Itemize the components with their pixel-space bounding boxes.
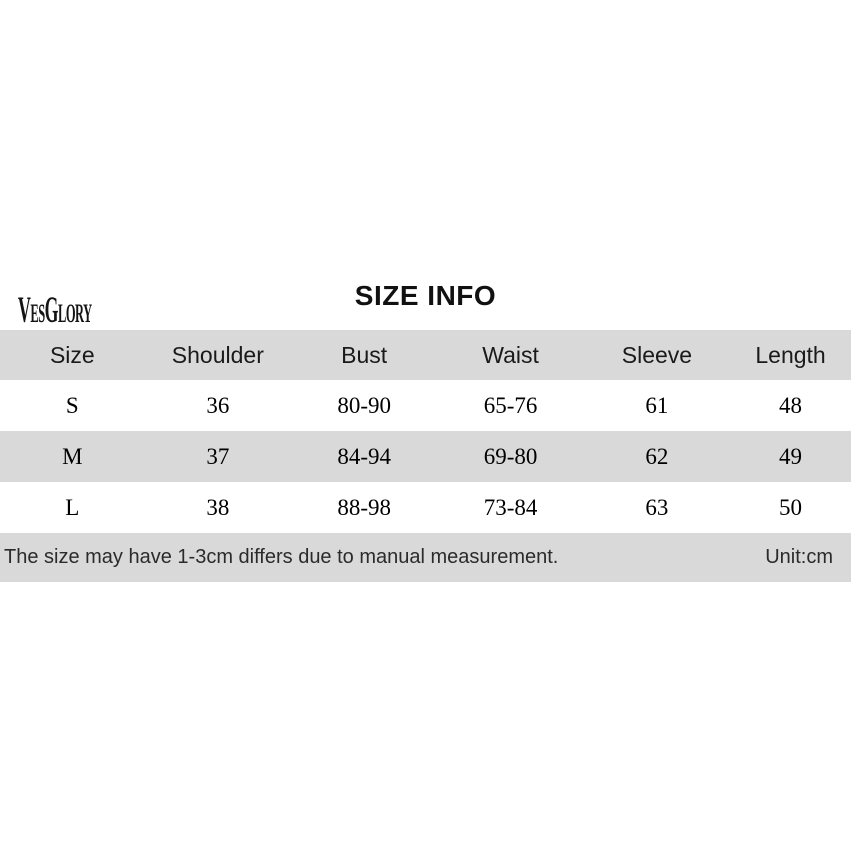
table-row-s: S 36 80-90 65-76 61 48	[0, 380, 851, 431]
column-header-shoulder: Shoulder	[171, 341, 264, 368]
cell-length: 48	[779, 392, 803, 418]
cell-waist: 69-80	[483, 443, 538, 469]
size-table: Size Shoulder Bust Waist Sleeve Length S…	[0, 330, 851, 533]
cell-bust: 80-90	[337, 392, 392, 418]
cell-bust: 88-98	[337, 494, 392, 520]
table-row-m: M 37 84-94 69-80 62 49	[0, 431, 851, 482]
brand-logo: VesGlory	[18, 290, 92, 331]
table-row-l: L 38 88-98 73-84 63 50	[0, 482, 851, 533]
column-header-sleeve: Sleeve	[621, 341, 693, 368]
footer-band: The size may have 1-3cm differs due to m…	[0, 533, 851, 582]
cell-size: L	[65, 494, 80, 520]
unit-label: Unit:cm	[765, 546, 833, 568]
cell-waist: 73-84	[483, 494, 538, 520]
cell-sleeve: 62	[645, 443, 669, 469]
column-header-waist: Waist	[482, 341, 539, 368]
cell-length: 49	[779, 443, 803, 469]
cell-bust: 84-94	[337, 443, 392, 469]
cell-sleeve: 63	[645, 494, 669, 520]
cell-shoulder: 37	[206, 443, 230, 469]
cell-size: S	[65, 392, 79, 418]
table-header-row: Size Shoulder Bust Waist Sleeve Length	[0, 330, 851, 380]
column-header-bust: Bust	[341, 341, 388, 368]
cell-sleeve: 61	[645, 392, 669, 418]
column-header-length: Length	[755, 341, 826, 368]
cell-waist: 65-76	[483, 392, 538, 418]
cell-shoulder: 36	[206, 392, 230, 418]
cell-size: M	[62, 443, 83, 469]
cell-length: 50	[779, 494, 803, 520]
page-title: SIZE INFO	[354, 280, 497, 311]
column-header-size: Size	[49, 341, 95, 368]
measurement-note: The size may have 1-3cm differs due to m…	[4, 546, 559, 568]
cell-shoulder: 38	[206, 494, 230, 520]
